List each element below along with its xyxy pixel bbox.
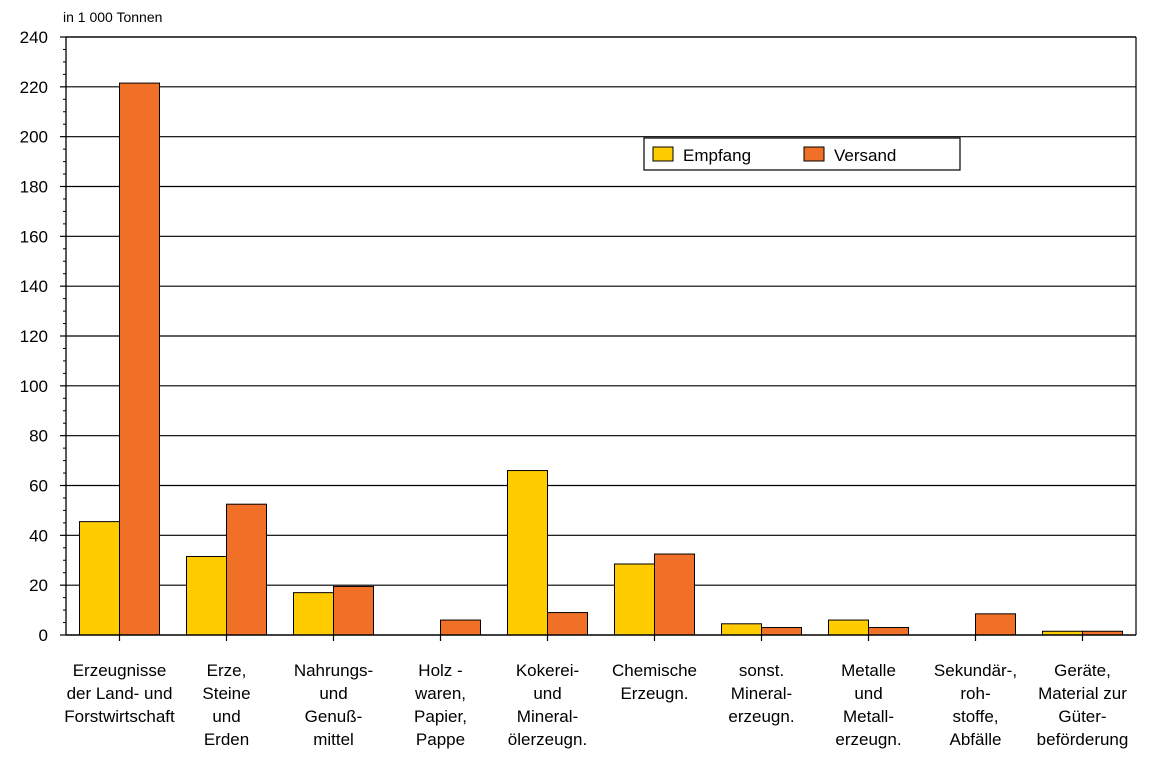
- y-tick-label: 120: [20, 327, 48, 346]
- x-category-label-line: Forstwirtschaft: [64, 707, 175, 726]
- x-category-label-line: und: [854, 684, 882, 703]
- legend-swatch-empfang: [652, 146, 674, 162]
- bars: [79, 82, 1123, 636]
- bar-empfang: [721, 623, 762, 636]
- bar-versand: [119, 82, 160, 636]
- bar-empfang: [828, 619, 869, 636]
- x-category-label-line: Erzeugn.: [620, 684, 688, 703]
- bar-versand: [226, 503, 267, 636]
- x-category-label-line: Metalle: [841, 661, 896, 680]
- x-category-label: Nahrungs-und Genuß-mittel: [294, 661, 373, 749]
- gridlines: [66, 36, 1136, 586]
- y-tick-label: 80: [29, 427, 48, 446]
- x-category-label-line: Pappe: [416, 730, 465, 749]
- x-category-label-line: Sekundär-,: [934, 661, 1017, 680]
- x-category-label: Chemische Erzeugn.: [612, 661, 697, 703]
- x-category-label-line: beförderung: [1037, 730, 1129, 749]
- bar-versand: [333, 585, 374, 636]
- x-category-label-line: Chemische: [612, 661, 697, 680]
- axes: 0 20 40 60 80 100 120 140 160 180 200 220 240 Erzeugn…: [20, 28, 1137, 749]
- y-tick-label: 240: [20, 28, 48, 47]
- x-category-label-line: Mineral-: [731, 684, 792, 703]
- y-tick-label: 0: [39, 626, 48, 645]
- x-category-label-line: Genuß-: [305, 707, 363, 726]
- x-category-label: Sekundär-, roh-stoffe, Abfälle: [934, 661, 1017, 749]
- y-tick-label: 140: [20, 277, 48, 296]
- x-category-label-line: und: [212, 707, 240, 726]
- x-category-label-line: und: [319, 684, 347, 703]
- legend: Empfang Versand: [643, 137, 961, 171]
- bar-empfang: [507, 470, 548, 636]
- x-category-label-line: sonst.: [739, 661, 784, 680]
- bar-versand: [975, 613, 1016, 636]
- x-category-label-line: Erden: [204, 730, 249, 749]
- x-category-label-line: erzeugn.: [835, 730, 901, 749]
- x-category-label-line: Material zur: [1038, 684, 1127, 703]
- x-category-label: Kokerei-und Mineral-ölerzeugn.: [508, 661, 587, 749]
- bar-empfang: [186, 556, 227, 636]
- x-category-label-line: roh-: [960, 684, 990, 703]
- bar-versand: [654, 553, 695, 636]
- y-tick-label: 180: [20, 178, 48, 197]
- x-category-label: Erze, Steine und Erden: [202, 661, 250, 749]
- bar-empfang: [614, 563, 655, 636]
- x-category-label: Geräte, Material zur Güter-beförderung: [1037, 661, 1129, 749]
- x-category-label-line: ölerzeugn.: [508, 730, 587, 749]
- x-category-label: Holz - waren, Papier, Pappe: [414, 661, 467, 749]
- y-tick-label: 200: [20, 128, 48, 147]
- x-category-label-line: Holz -: [418, 661, 462, 680]
- x-category-label: sonst. Mineral-erzeugn.: [728, 661, 794, 726]
- bar-empfang: [293, 592, 334, 636]
- bar-empfang: [79, 521, 120, 636]
- x-category-label-line: Kokerei-: [516, 661, 579, 680]
- x-category-label-line: Abfälle: [950, 730, 1002, 749]
- y-tick-label: 160: [20, 227, 48, 246]
- x-category-label-line: und: [533, 684, 561, 703]
- x-category-label-line: Metall-: [843, 707, 894, 726]
- x-category-label-line: Steine: [202, 684, 250, 703]
- x-category-label-line: Erze,: [207, 661, 247, 680]
- x-category-label-line: Geräte,: [1054, 661, 1111, 680]
- x-category-label-line: Erzeugnisse: [73, 661, 167, 680]
- y-tick-label: 100: [20, 377, 48, 396]
- bar-versand: [868, 627, 909, 636]
- x-category-label-line: der Land- und: [67, 684, 173, 703]
- x-category-label-line: Mineral-: [517, 707, 578, 726]
- y-tick-label: 220: [20, 78, 48, 97]
- x-category-label-line: waren,: [414, 684, 466, 703]
- x-category-label-line: stoffe,: [953, 707, 999, 726]
- x-category-label: Erzeugnisse der Land- und Forstwirtschaft: [64, 661, 175, 726]
- bar-versand: [440, 619, 481, 636]
- y-tick-label: 20: [29, 576, 48, 595]
- legend-label-versand: Versand: [834, 146, 896, 165]
- bar-versand: [547, 612, 588, 636]
- legend-box: [643, 137, 961, 171]
- x-category-label-line: Nahrungs-: [294, 661, 373, 680]
- x-category-label: Metalle und Metall-erzeugn.: [835, 661, 901, 749]
- legend-label-empfang: Empfang: [683, 146, 751, 165]
- y-axis-unit-label: in 1 000 Tonnen: [63, 9, 162, 25]
- x-category-label-line: mittel: [313, 730, 354, 749]
- y-tick-label: 60: [29, 477, 48, 496]
- x-category-label-line: Papier,: [414, 707, 467, 726]
- legend-swatch-versand: [803, 146, 825, 162]
- x-category-label-line: Güter-: [1058, 707, 1106, 726]
- x-category-label-line: erzeugn.: [728, 707, 794, 726]
- bar-versand: [761, 627, 802, 636]
- y-tick-label: 40: [29, 526, 48, 545]
